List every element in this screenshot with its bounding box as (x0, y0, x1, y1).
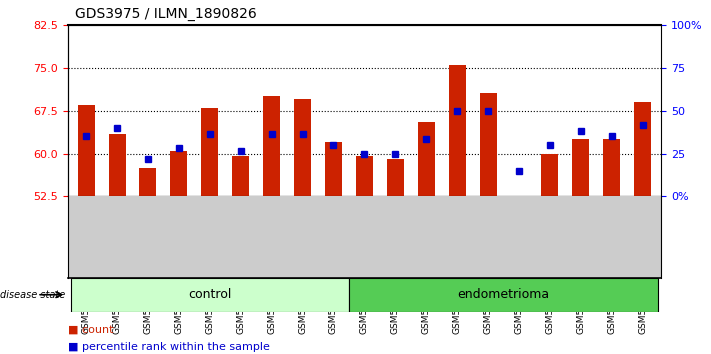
Bar (479, 93, 496, 196)
Bar (139, 168, 156, 196)
Bar (232, 156, 250, 196)
Bar (634, 102, 651, 196)
Bar (603, 139, 620, 196)
Bar (541, 154, 558, 196)
Bar (171, 151, 188, 196)
Text: ■ percentile rank within the sample: ■ percentile rank within the sample (68, 342, 269, 352)
Bar (356, 156, 373, 196)
Bar (349, 278, 658, 312)
Bar (387, 159, 404, 196)
Text: ■ count: ■ count (68, 324, 113, 334)
Text: control: control (188, 288, 232, 301)
Bar (418, 122, 434, 196)
Text: endometrioma: endometrioma (457, 288, 550, 301)
Bar (70, 278, 349, 312)
Text: GDS3975 / ILMN_1890826: GDS3975 / ILMN_1890826 (75, 7, 257, 21)
Bar (325, 142, 342, 196)
Bar (77, 105, 95, 196)
Bar (449, 65, 466, 196)
Text: disease state: disease state (0, 290, 65, 300)
Bar (294, 99, 311, 196)
Bar (263, 96, 280, 196)
Bar (572, 139, 589, 196)
Bar (201, 108, 218, 196)
Bar (109, 133, 126, 196)
